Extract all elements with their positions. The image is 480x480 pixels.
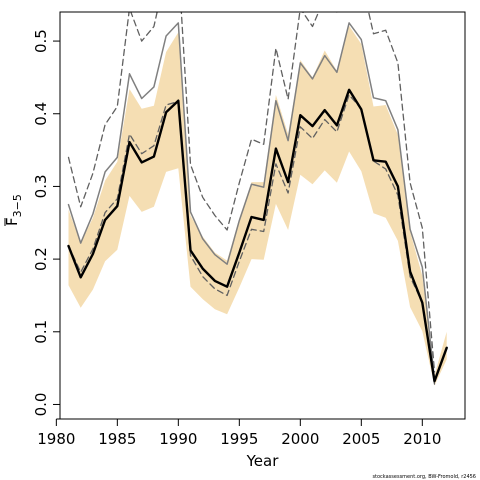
- x-axis-title: Year: [246, 452, 280, 470]
- y-tick-label: 0.0: [32, 393, 50, 417]
- y-tick-label: 0.2: [32, 247, 50, 271]
- x-tick-label: 2010: [403, 430, 441, 448]
- x-tick-label: 1980: [37, 430, 75, 448]
- y-tick-label: 0.4: [32, 102, 50, 126]
- y-tick-label: 0.5: [32, 29, 50, 53]
- x-tick-label: 1990: [159, 430, 197, 448]
- x-tick-label: 2000: [281, 430, 319, 448]
- plot-area: [67, 12, 448, 386]
- estimate-line: [67, 88, 448, 383]
- alt-lower-dashed-line: [67, 94, 436, 385]
- x-tick-label: 1985: [98, 430, 136, 448]
- alt-estimate-line: [67, 22, 436, 381]
- x-tick-label: 1995: [220, 430, 258, 448]
- alt-upper-dashed-line: [67, 12, 436, 373]
- credit-text: stockassessment.org, BW-Fromold, r2456: [372, 474, 476, 480]
- y-axis-title: F3−5: [3, 194, 24, 226]
- y-axis-title-sub: 3−5: [11, 194, 24, 217]
- x-axis: 1980 1985 1990 1995 2000 2005 2010: [37, 418, 441, 448]
- y-tick-label: 0.3: [32, 174, 50, 198]
- svg-text:F3−5: F3−5: [3, 194, 24, 226]
- confidence-band: [68, 25, 447, 386]
- y-axis-title-main: F: [3, 217, 21, 226]
- y-tick-label: 0.1: [32, 320, 50, 344]
- y-axis: 0.0 0.1 0.2 0.3 0.4 0.5: [32, 29, 61, 417]
- x-tick-label: 2005: [342, 430, 380, 448]
